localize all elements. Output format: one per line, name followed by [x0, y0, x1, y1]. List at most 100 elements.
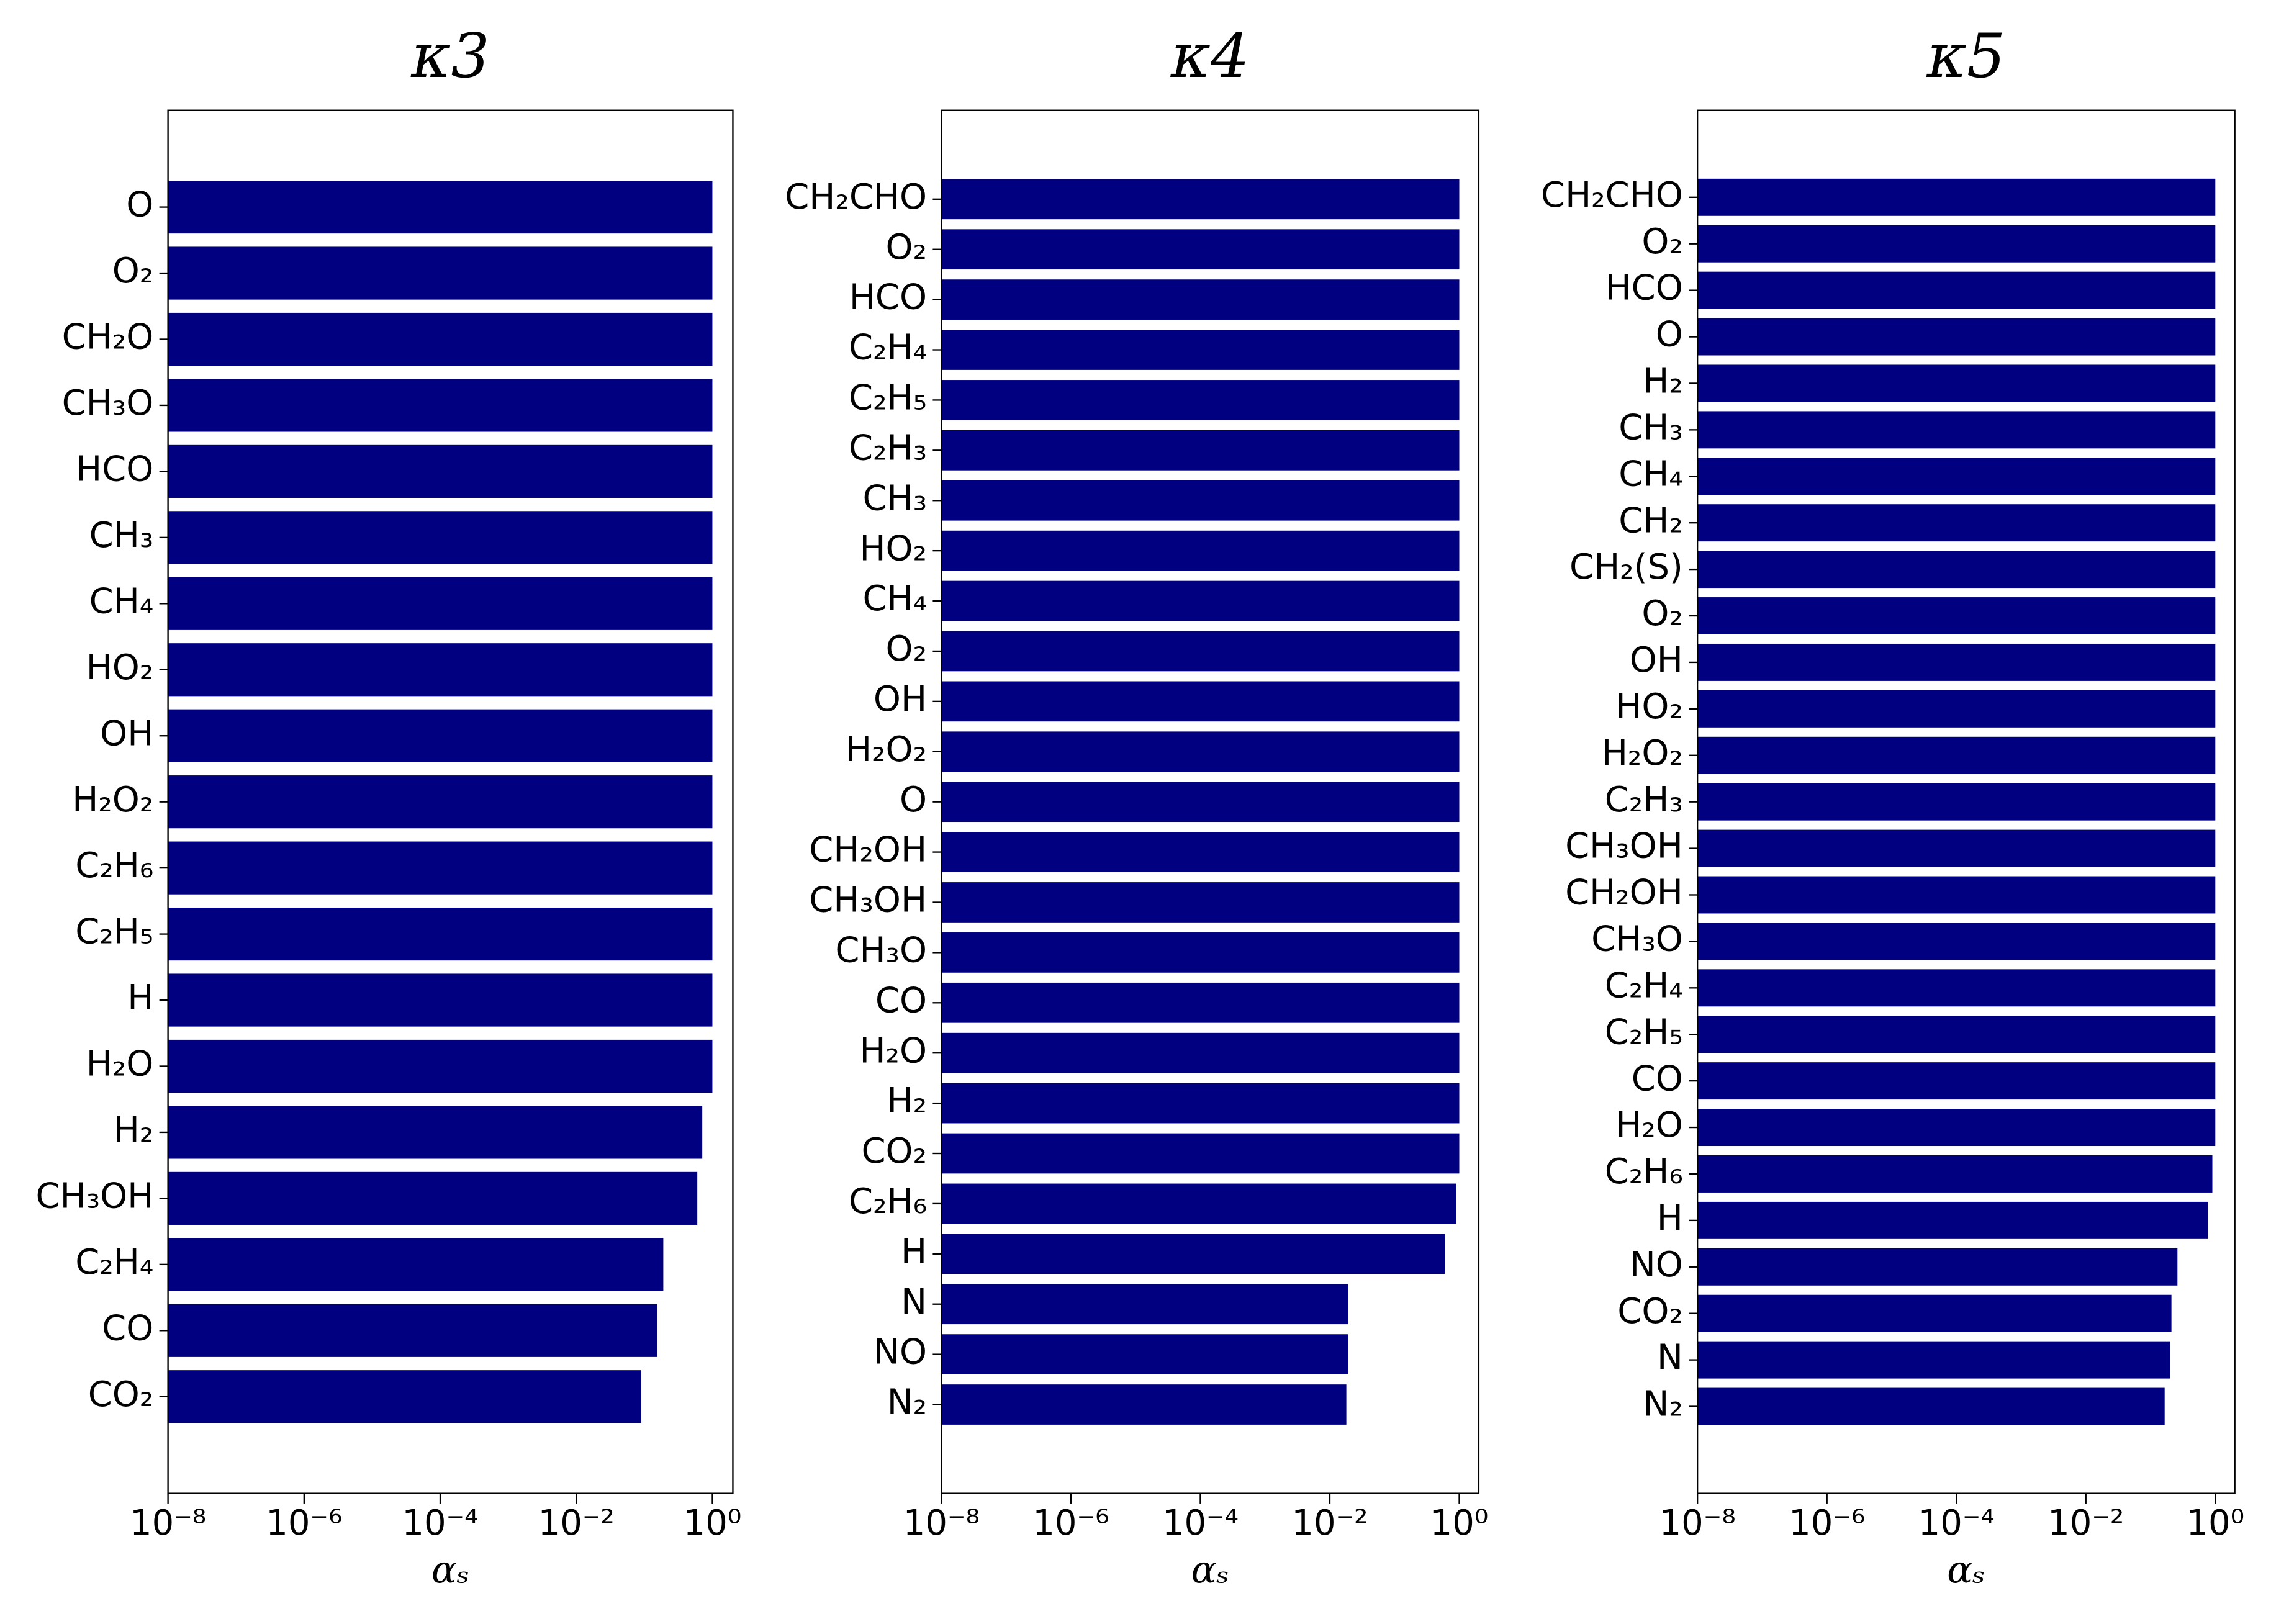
x-tick-label: 10⁻⁴: [1162, 1503, 1239, 1543]
bar: [941, 832, 1460, 872]
y-tick-label: OH: [100, 713, 153, 754]
bar: [941, 430, 1460, 471]
x-axis-label: αₛ: [431, 1549, 469, 1592]
bar: [168, 246, 713, 300]
bar: [168, 577, 713, 630]
y-tick-label: NO: [874, 1332, 927, 1373]
bar: [168, 511, 713, 564]
y-tick-label: N₂: [1643, 1384, 1683, 1425]
y-tick-label: N₂: [887, 1383, 927, 1423]
bar: [1697, 411, 2216, 449]
bar: [168, 379, 713, 432]
y-tick-label: CH₂CHO: [785, 177, 927, 217]
bar: [1697, 1155, 2213, 1193]
y-tick-label: CH₃O: [62, 383, 154, 423]
chart-title: κ3: [410, 21, 490, 92]
y-tick-label: H₂: [114, 1110, 154, 1150]
bar: [941, 279, 1460, 320]
y-tick-label: CH₃O: [835, 931, 927, 971]
bar: [1697, 271, 2216, 309]
y-tick-label: CH₃: [1619, 407, 1683, 448]
y-tick-label: HCO: [76, 449, 153, 490]
y-tick-label: HCO: [849, 277, 927, 318]
x-axis-label: αₛ: [1191, 1549, 1229, 1592]
bar: [1697, 458, 2216, 495]
bar: [1697, 597, 2216, 634]
bar: [168, 643, 713, 697]
y-tick-label: C₂H₆: [75, 846, 153, 886]
axes-frame: [1697, 109, 2236, 1494]
y-tick-label: HO₂: [1615, 687, 1683, 727]
bar: [1697, 923, 2216, 960]
y-tick-label: O: [1656, 315, 1683, 355]
bar: [168, 841, 713, 895]
bar: [168, 1171, 698, 1225]
bar: [941, 681, 1460, 722]
bar: [1697, 1294, 2172, 1332]
y-tick-label: N: [901, 1282, 927, 1322]
bar: [1697, 829, 2216, 867]
y-tick-label: C₂H₄: [849, 328, 927, 368]
y-tick-label: H₂O₂: [846, 729, 927, 770]
bar: [941, 982, 1460, 1023]
y-tick-label: CH₂: [1619, 500, 1683, 541]
y-tick-label: H₂O₂: [72, 780, 153, 820]
y-tick-label: H₂O: [859, 1031, 927, 1071]
bar: [168, 1039, 713, 1093]
y-tick-label: CO: [1632, 1058, 1683, 1099]
x-tick-label: 10⁻⁸: [1659, 1503, 1736, 1543]
x-tick-label: 10⁰: [1430, 1503, 1489, 1543]
y-tick-label: CH₃O: [1591, 919, 1683, 960]
y-tick-label: H: [127, 978, 153, 1018]
bar: [1697, 504, 2216, 542]
y-tick-label: C₂H₃: [849, 428, 927, 468]
axes-frame: [941, 109, 1480, 1494]
y-tick-label: CH₃OH: [36, 1176, 154, 1217]
y-tick-label: C₂H₅: [1605, 1012, 1683, 1052]
bar: [168, 709, 713, 762]
y-tick-label: O₂: [886, 227, 928, 268]
x-tick-label: 10⁰: [2186, 1503, 2244, 1543]
chart-title: κ4: [1170, 21, 1250, 92]
bar: [941, 179, 1460, 220]
y-tick-label: O: [900, 780, 927, 820]
bar: [1697, 1016, 2216, 1053]
bar: [1697, 969, 2216, 1007]
y-tick-label: CH₄: [1619, 454, 1683, 494]
bar: [168, 312, 713, 366]
bar: [1697, 1201, 2208, 1239]
y-tick-label: CO₂: [1617, 1291, 1683, 1332]
y-tick-label: H₂O: [86, 1044, 154, 1085]
y-tick-label: CO: [875, 980, 927, 1021]
x-tick-label: 10⁻²: [538, 1503, 615, 1543]
x-tick-label: 10⁻⁸: [130, 1503, 206, 1543]
bar: [941, 1133, 1460, 1174]
y-tick-label: CO₂: [861, 1131, 927, 1171]
bar: [941, 1032, 1460, 1073]
bar: [168, 1238, 664, 1291]
bar: [1697, 551, 2216, 589]
y-tick-label: CH₃: [862, 478, 927, 518]
bar: [1697, 318, 2216, 356]
axes-frame: [167, 109, 734, 1494]
y-tick-label: H₂: [887, 1081, 928, 1121]
y-tick-label: C₂H₅: [75, 912, 153, 952]
y-tick-label: CH₂(S): [1569, 547, 1683, 587]
y-tick-label: H₂O₂: [1602, 733, 1683, 774]
y-tick-label: CH₃: [89, 515, 154, 556]
bar: [941, 229, 1460, 270]
bar: [1697, 225, 2216, 263]
bar: [941, 1284, 1348, 1325]
y-tick-label: CH₂OH: [809, 830, 927, 870]
y-tick-label: H: [1657, 1198, 1683, 1238]
bar: [1697, 783, 2216, 821]
bar: [1697, 690, 2216, 728]
y-tick-label: C₂H₆: [1605, 1152, 1683, 1192]
x-tick-label: 10⁻⁸: [903, 1503, 980, 1543]
bar: [1697, 643, 2216, 681]
y-tick-label: C₂H₄: [1605, 965, 1683, 1006]
bar: [1697, 178, 2216, 216]
y-tick-label: O: [126, 185, 153, 225]
y-tick-label: HCO: [1605, 268, 1683, 309]
x-tick-label: 10⁻⁶: [266, 1503, 342, 1543]
